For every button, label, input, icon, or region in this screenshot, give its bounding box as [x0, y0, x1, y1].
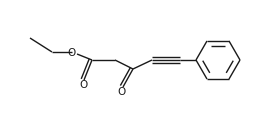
Text: O: O: [68, 48, 76, 58]
Text: O: O: [118, 87, 126, 97]
Text: O: O: [79, 80, 87, 90]
